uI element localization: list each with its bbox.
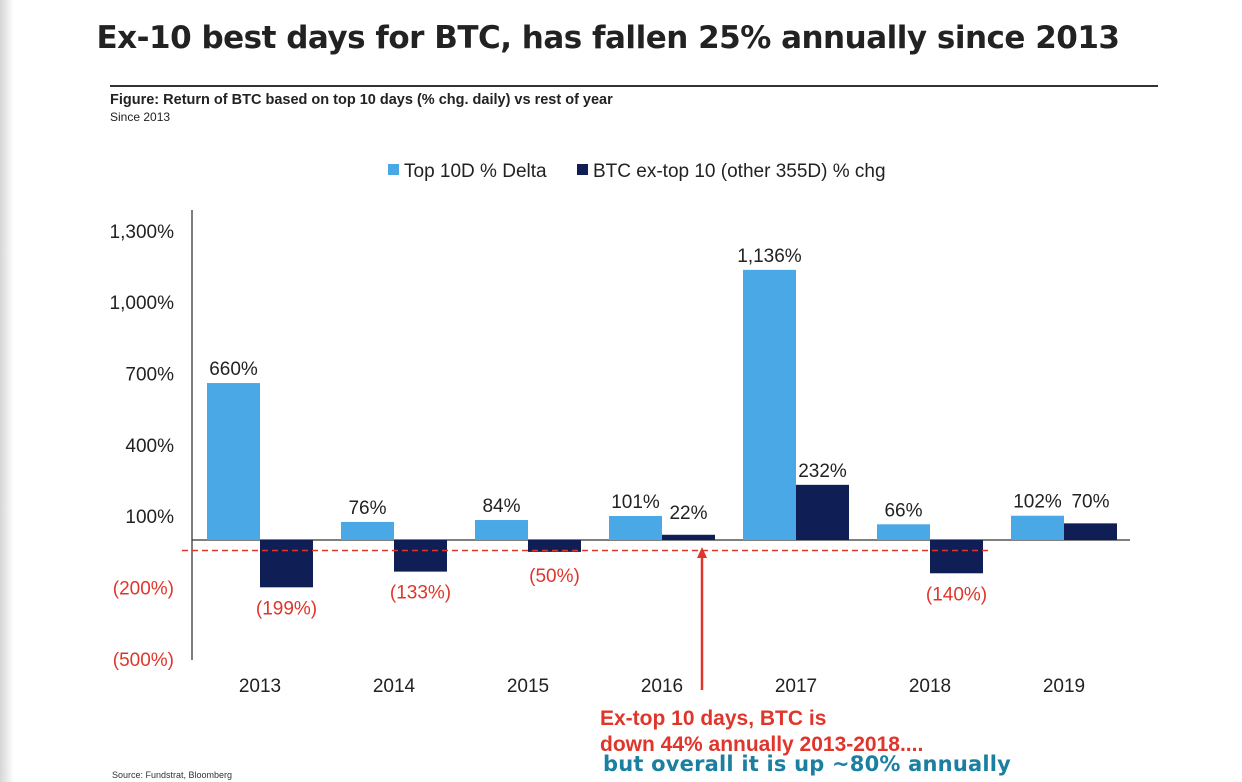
data-label: 66% xyxy=(884,500,922,521)
bar-ex-top10-2014 xyxy=(394,540,447,572)
data-label: (140%) xyxy=(926,584,987,605)
bar-ex-top10-2019 xyxy=(1064,523,1117,540)
y-tick-label: 100% xyxy=(125,507,174,528)
title-divider xyxy=(110,85,1158,87)
legend: Top 10D % Delta BTC ex-top 10 (other 355… xyxy=(388,161,886,182)
annotation-arrow-head xyxy=(697,547,707,558)
y-tick-labels: 1,300% 1,000% 700% 400% 100% (200%) (500%) xyxy=(110,222,175,671)
data-label: 101% xyxy=(611,492,660,513)
data-label: (199%) xyxy=(256,598,317,619)
y-tick-label: (500%) xyxy=(113,650,174,671)
bar-ex-top10-2013 xyxy=(260,540,313,588)
annotation-line-2: down 44% annually 2013-2018.... xyxy=(600,733,924,756)
bar-ex-top10-2018 xyxy=(930,540,983,574)
legend-label-top10: Top 10D % Delta xyxy=(404,161,547,182)
annotation-arrow xyxy=(697,547,707,690)
bar-ex-top10-2015 xyxy=(528,540,581,552)
bar-top10-2017 xyxy=(743,269,796,540)
figure-caption: Figure: Return of BTC based on top 10 da… xyxy=(110,92,613,108)
figure-subcaption: Since 2013 xyxy=(110,110,171,124)
legend-label-ex-top10: BTC ex-top 10 (other 355D) % chg xyxy=(593,161,886,182)
bar-ex-top10-2017 xyxy=(796,484,849,540)
annotation-line-3: but overall it is up ~80% annually xyxy=(603,752,1012,776)
data-label: 102% xyxy=(1013,492,1062,513)
page-title: Ex-10 best days for BTC, has fallen 25% … xyxy=(96,20,1120,56)
page-edge-shadow xyxy=(0,0,14,782)
x-tick-label: 2016 xyxy=(641,676,683,697)
bar-ex-top10-2016 xyxy=(662,534,715,540)
bar-top10-2014 xyxy=(341,521,394,540)
data-label: 660% xyxy=(209,359,258,380)
y-tick-label: 400% xyxy=(125,436,174,457)
data-label: 84% xyxy=(482,496,520,517)
legend-swatch-top10 xyxy=(388,164,399,175)
bars: 660% 76% 84% 101% 1,136% 66% 102% (199%) (133%) (… xyxy=(207,246,1117,619)
bar-top10-2015 xyxy=(475,520,528,540)
data-label: (133%) xyxy=(390,583,451,604)
data-label: 76% xyxy=(348,498,386,519)
data-label: (50%) xyxy=(529,566,580,587)
x-tick-label: 2017 xyxy=(775,676,817,697)
x-tick-label: 2013 xyxy=(239,676,281,697)
y-tick-label: 700% xyxy=(125,365,174,386)
y-tick-label: 1,300% xyxy=(110,222,175,243)
x-tick-label: 2019 xyxy=(1043,676,1085,697)
x-tick-label: 2018 xyxy=(909,676,951,697)
annotation-line-1: Ex-top 10 days, BTC is xyxy=(600,707,827,730)
y-tick-label: (200%) xyxy=(113,579,174,600)
x-tick-labels: 2013 2014 2015 2016 2017 2018 2019 xyxy=(239,676,1085,697)
data-label: 1,136% xyxy=(737,246,802,267)
bar-top10-2019 xyxy=(1011,515,1064,540)
legend-swatch-ex-top10 xyxy=(577,164,588,175)
source-note: Source: Fundstrat, Bloomberg xyxy=(112,770,233,780)
x-tick-label: 2015 xyxy=(507,676,549,697)
data-label: 70% xyxy=(1071,491,1109,512)
data-label: 232% xyxy=(798,461,847,482)
x-tick-label: 2014 xyxy=(373,676,416,697)
bar-top10-2018 xyxy=(877,524,930,540)
y-tick-label: 1,000% xyxy=(110,293,175,314)
bar-top10-2013 xyxy=(207,383,260,540)
bar-top10-2016 xyxy=(609,515,662,540)
data-label: 22% xyxy=(669,503,707,524)
